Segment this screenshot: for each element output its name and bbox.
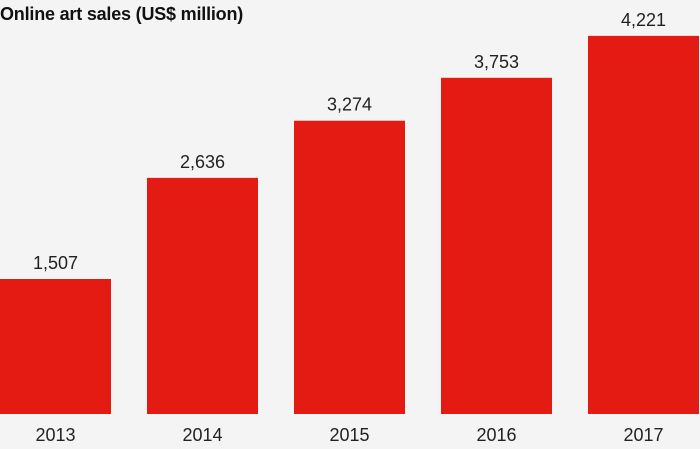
category-label-2017: 2017 xyxy=(623,425,663,445)
category-label-2015: 2015 xyxy=(329,425,369,445)
value-label-2015: 3,274 xyxy=(327,95,372,115)
bar-2014 xyxy=(147,177,258,414)
bar-2013 xyxy=(0,279,111,414)
category-label-2013: 2013 xyxy=(35,425,75,445)
category-label-2016: 2016 xyxy=(476,425,516,445)
category-label-2014: 2014 xyxy=(182,425,222,445)
bar-2015 xyxy=(294,120,405,414)
bar-2017 xyxy=(588,35,699,415)
value-label-2013: 1,507 xyxy=(33,253,78,273)
value-label-2016: 3,753 xyxy=(474,52,519,72)
value-label-2014: 2,636 xyxy=(180,152,225,172)
chart-title: Online art sales (US$ million) xyxy=(0,4,244,24)
value-label-2017: 4,221 xyxy=(621,10,666,30)
bar-2016 xyxy=(441,77,552,414)
